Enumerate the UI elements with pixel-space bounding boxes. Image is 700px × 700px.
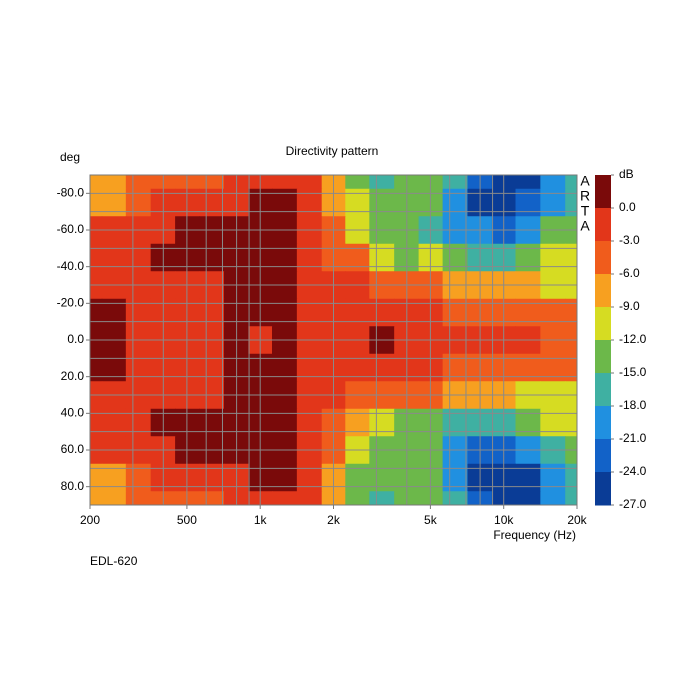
y-tick-label: 20.0 — [61, 369, 85, 383]
colorbar-band — [595, 406, 611, 440]
heat-cell — [199, 175, 225, 190]
x-tick-label: 2k — [327, 513, 341, 527]
heat-cell — [565, 298, 578, 327]
heat-cell — [345, 491, 370, 506]
heat-cell — [271, 491, 298, 506]
heat-cell — [90, 491, 103, 506]
x-tick-label: 5k — [424, 513, 438, 527]
y-tick-label: 0.0 — [67, 332, 84, 346]
colorbar-label: -9.0 — [619, 299, 640, 313]
colorbar-label: -3.0 — [619, 233, 640, 247]
y-tick-label: -80.0 — [57, 186, 85, 200]
heat-cell — [101, 491, 127, 506]
heat-cell — [125, 491, 152, 506]
heat-cell — [565, 408, 578, 437]
colorbar-label: -12.0 — [619, 332, 647, 346]
heat-cell — [90, 353, 103, 382]
heat-cell — [565, 188, 578, 217]
y-tick-label: 40.0 — [61, 406, 85, 420]
heat-cell — [565, 175, 578, 190]
side-label: R — [580, 188, 590, 204]
heat-cell — [296, 175, 323, 190]
heat-cell — [271, 175, 298, 190]
x-axis-label: Frequency (Hz) — [493, 528, 576, 542]
heat-cell — [101, 175, 127, 190]
heat-cell — [90, 408, 103, 437]
colorbar-band — [595, 175, 611, 209]
heat-cell — [565, 243, 578, 272]
heat-cell — [515, 175, 541, 190]
colorbar-band — [595, 208, 611, 242]
heat-cell — [369, 175, 395, 190]
y-tick-label: 80.0 — [61, 479, 85, 493]
note: EDL-620 — [90, 554, 138, 568]
x-tick-label: 500 — [177, 513, 197, 527]
heat-cell — [90, 298, 103, 327]
colorbar-band — [595, 373, 611, 407]
heat-cell — [345, 175, 370, 190]
heat-cell — [90, 188, 103, 217]
colorbar-label: dB — [619, 167, 634, 181]
heat-cell — [296, 491, 323, 506]
side-label: T — [581, 203, 590, 219]
heat-cell — [565, 353, 578, 382]
heat-cell — [442, 175, 468, 190]
colorbar-band — [595, 340, 611, 374]
y-tick-label: -40.0 — [57, 259, 85, 273]
chart-title: Directivity pattern — [286, 144, 379, 158]
x-tick-label: 1k — [254, 513, 268, 527]
y-tick-label: -60.0 — [57, 222, 85, 236]
heat-cell — [442, 491, 468, 506]
heat-cell — [565, 463, 578, 492]
colorbar-label: -6.0 — [619, 266, 640, 280]
colorbar-label: -24.0 — [619, 464, 647, 478]
y-tick-label: 60.0 — [61, 442, 85, 456]
y-axis-label: deg — [60, 150, 80, 164]
heat-cell — [125, 175, 152, 190]
heat-cell — [90, 243, 103, 272]
y-tick-label: -20.0 — [57, 296, 85, 310]
colorbar-band — [595, 472, 611, 506]
heat-cell — [369, 491, 395, 506]
colorbar-band — [595, 241, 611, 275]
colorbar-label: 0.0 — [619, 200, 636, 214]
heat-cell — [515, 491, 541, 506]
side-label: A — [580, 218, 590, 234]
x-tick-label: 200 — [80, 513, 100, 527]
heat-cell — [540, 491, 566, 506]
colorbar-band — [595, 307, 611, 341]
heat-cell — [540, 175, 566, 190]
side-label: A — [580, 173, 590, 189]
colorbar-label: -18.0 — [619, 398, 647, 412]
colorbar-band — [595, 439, 611, 473]
x-tick-label: 20k — [567, 513, 587, 527]
heat-cell — [199, 491, 225, 506]
heat-cell — [90, 463, 103, 492]
colorbar-label: -27.0 — [619, 497, 647, 511]
x-tick-label: 10k — [494, 513, 514, 527]
colorbar-band — [595, 274, 611, 308]
colorbar-label: -15.0 — [619, 365, 647, 379]
heat-cell — [90, 175, 103, 190]
colorbar-label: -21.0 — [619, 431, 647, 445]
heat-cell — [565, 491, 578, 506]
